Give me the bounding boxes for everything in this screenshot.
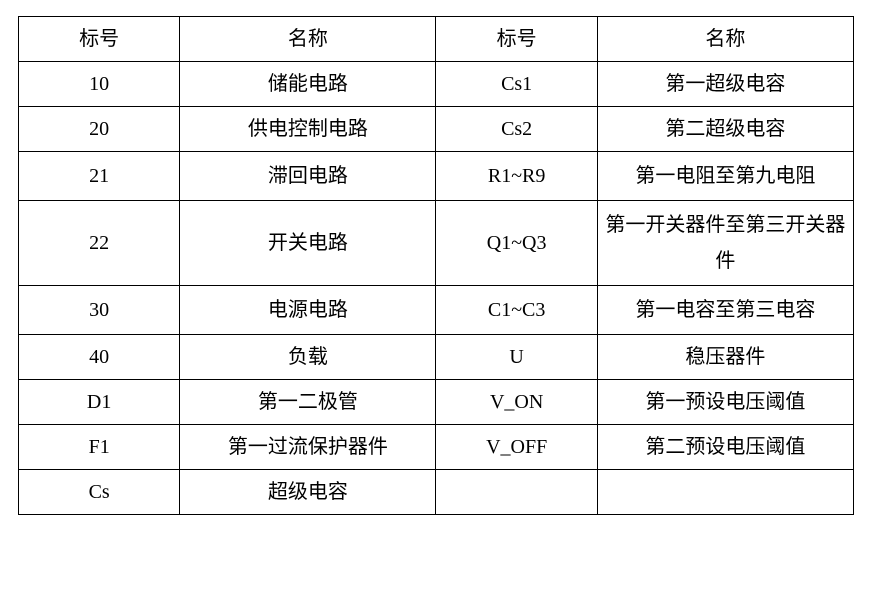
table-row: F1 第一过流保护器件 V_OFF 第二预设电压阈值 [19,425,854,470]
cell-name: 滞回电路 [180,152,436,201]
cell-name: 第二预设电压阈值 [597,425,853,470]
cell-name: 第二超级电容 [597,107,853,152]
cell-name: 第一超级电容 [597,62,853,107]
table-row: 30 电源电路 C1~C3 第一电容至第三电容 [19,286,854,335]
cell-name: 第一过流保护器件 [180,425,436,470]
cell-label: F1 [19,425,180,470]
cell-label: 21 [19,152,180,201]
cell-label: 30 [19,286,180,335]
cell-name: 第一开关器件至第三开关器件 [597,201,853,286]
header-label-1: 标号 [19,17,180,62]
cell-label: V_ON [436,380,597,425]
cell-name: 第一二极管 [180,380,436,425]
cell-name: 负载 [180,335,436,380]
cell-label [436,470,597,515]
table-row: D1 第一二极管 V_ON 第一预设电压阈值 [19,380,854,425]
reference-designator-table: 标号 名称 标号 名称 10 储能电路 Cs1 第一超级电容 20 供电控制电路… [18,16,854,515]
table-row: 40 负载 U 稳压器件 [19,335,854,380]
header-name-2: 名称 [597,17,853,62]
cell-name: 储能电路 [180,62,436,107]
header-name-1: 名称 [180,17,436,62]
cell-name: 供电控制电路 [180,107,436,152]
cell-name: 开关电路 [180,201,436,286]
cell-label: V_OFF [436,425,597,470]
cell-label: Cs2 [436,107,597,152]
cell-label: C1~C3 [436,286,597,335]
cell-label: R1~R9 [436,152,597,201]
cell-label: Cs1 [436,62,597,107]
table-row: 22 开关电路 Q1~Q3 第一开关器件至第三开关器件 [19,201,854,286]
cell-label: 10 [19,62,180,107]
cell-name: 超级电容 [180,470,436,515]
cell-label: Q1~Q3 [436,201,597,286]
table-row: 10 储能电路 Cs1 第一超级电容 [19,62,854,107]
table-row: 20 供电控制电路 Cs2 第二超级电容 [19,107,854,152]
cell-label: Cs [19,470,180,515]
table-row: Cs 超级电容 [19,470,854,515]
table-row: 21 滞回电路 R1~R9 第一电阻至第九电阻 [19,152,854,201]
header-label-2: 标号 [436,17,597,62]
cell-label: U [436,335,597,380]
cell-name [597,470,853,515]
cell-name: 第一电阻至第九电阻 [597,152,853,201]
cell-name: 电源电路 [180,286,436,335]
cell-label: 20 [19,107,180,152]
cell-label: D1 [19,380,180,425]
cell-name: 稳压器件 [597,335,853,380]
cell-label: 22 [19,201,180,286]
cell-name: 第一电容至第三电容 [597,286,853,335]
cell-label: 40 [19,335,180,380]
cell-name: 第一预设电压阈值 [597,380,853,425]
table-header-row: 标号 名称 标号 名称 [19,17,854,62]
